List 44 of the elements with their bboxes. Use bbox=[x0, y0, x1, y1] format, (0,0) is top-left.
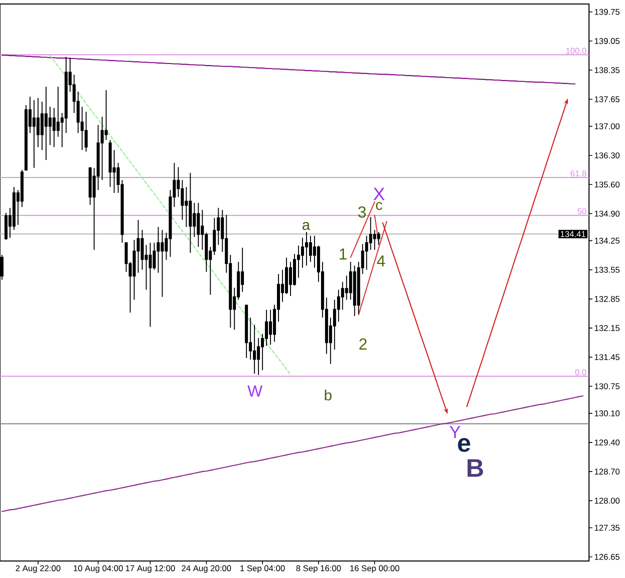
y-tick-label: 129.40 bbox=[594, 439, 620, 446]
annotation: c bbox=[376, 202, 382, 210]
y-tick-label: 133.55 bbox=[594, 266, 620, 273]
y-tick-label: 139.05 bbox=[594, 38, 620, 44]
y-tick-label: 137.00 bbox=[594, 123, 620, 130]
y-tick-label: 130.75 bbox=[594, 383, 620, 390]
annotation: 50 bbox=[578, 208, 586, 214]
annotation: 100.0 bbox=[566, 48, 586, 54]
y-tick-label: 130.10 bbox=[594, 410, 620, 416]
x-tick-label: 10 Aug 04:00 bbox=[74, 565, 123, 573]
annotation: 3 bbox=[358, 206, 366, 218]
annotation: Y bbox=[450, 426, 460, 438]
annotation: 61.8 bbox=[570, 170, 586, 176]
y-tick-label: 127.35 bbox=[594, 524, 620, 531]
y-tick-label: 132.85 bbox=[594, 296, 620, 302]
annotation: 4 bbox=[376, 255, 386, 266]
y-tick-label: 126.65 bbox=[594, 554, 620, 560]
ref-line-label: 134.41 bbox=[560, 231, 586, 238]
y-tick-label: 138.35 bbox=[594, 67, 620, 74]
x-tick-label: 1 Sep 04:00 bbox=[240, 565, 285, 573]
annotation: X bbox=[373, 188, 385, 200]
y-tick-label: 134.25 bbox=[594, 238, 620, 244]
y-tick-label: 134.90 bbox=[594, 210, 620, 217]
x-tick-label: 16 Sep 00:00 bbox=[350, 565, 400, 573]
y-tick-label: 139.75 bbox=[594, 8, 620, 15]
x-tick-label: 8 Sep 16:00 bbox=[296, 565, 341, 573]
annotation: a bbox=[302, 222, 310, 230]
annotation: e bbox=[458, 438, 470, 452]
annotation: 1 bbox=[340, 248, 347, 260]
y-tick-label: 136.30 bbox=[594, 152, 620, 158]
x-tick-label: 2 Aug 22:00 bbox=[16, 565, 60, 573]
x-tick-label: 17 Aug 12:00 bbox=[126, 565, 175, 573]
annotation: b bbox=[324, 390, 332, 400]
annotation: W bbox=[247, 386, 262, 397]
y-tick-label: 137.65 bbox=[594, 96, 620, 102]
y-tick-label: 128.00 bbox=[594, 498, 620, 504]
y-tick-label: 128.70 bbox=[594, 468, 620, 475]
y-tick-label: 135.60 bbox=[594, 182, 620, 188]
y-tick-label: 131.45 bbox=[594, 354, 620, 360]
y-tick-label: 132.15 bbox=[594, 325, 620, 332]
annotation: 2 bbox=[359, 338, 367, 350]
x-tick-label: 24 Aug 20:00 bbox=[182, 565, 231, 573]
annotation: B bbox=[468, 459, 484, 477]
annotation: 0.0 bbox=[575, 369, 586, 376]
